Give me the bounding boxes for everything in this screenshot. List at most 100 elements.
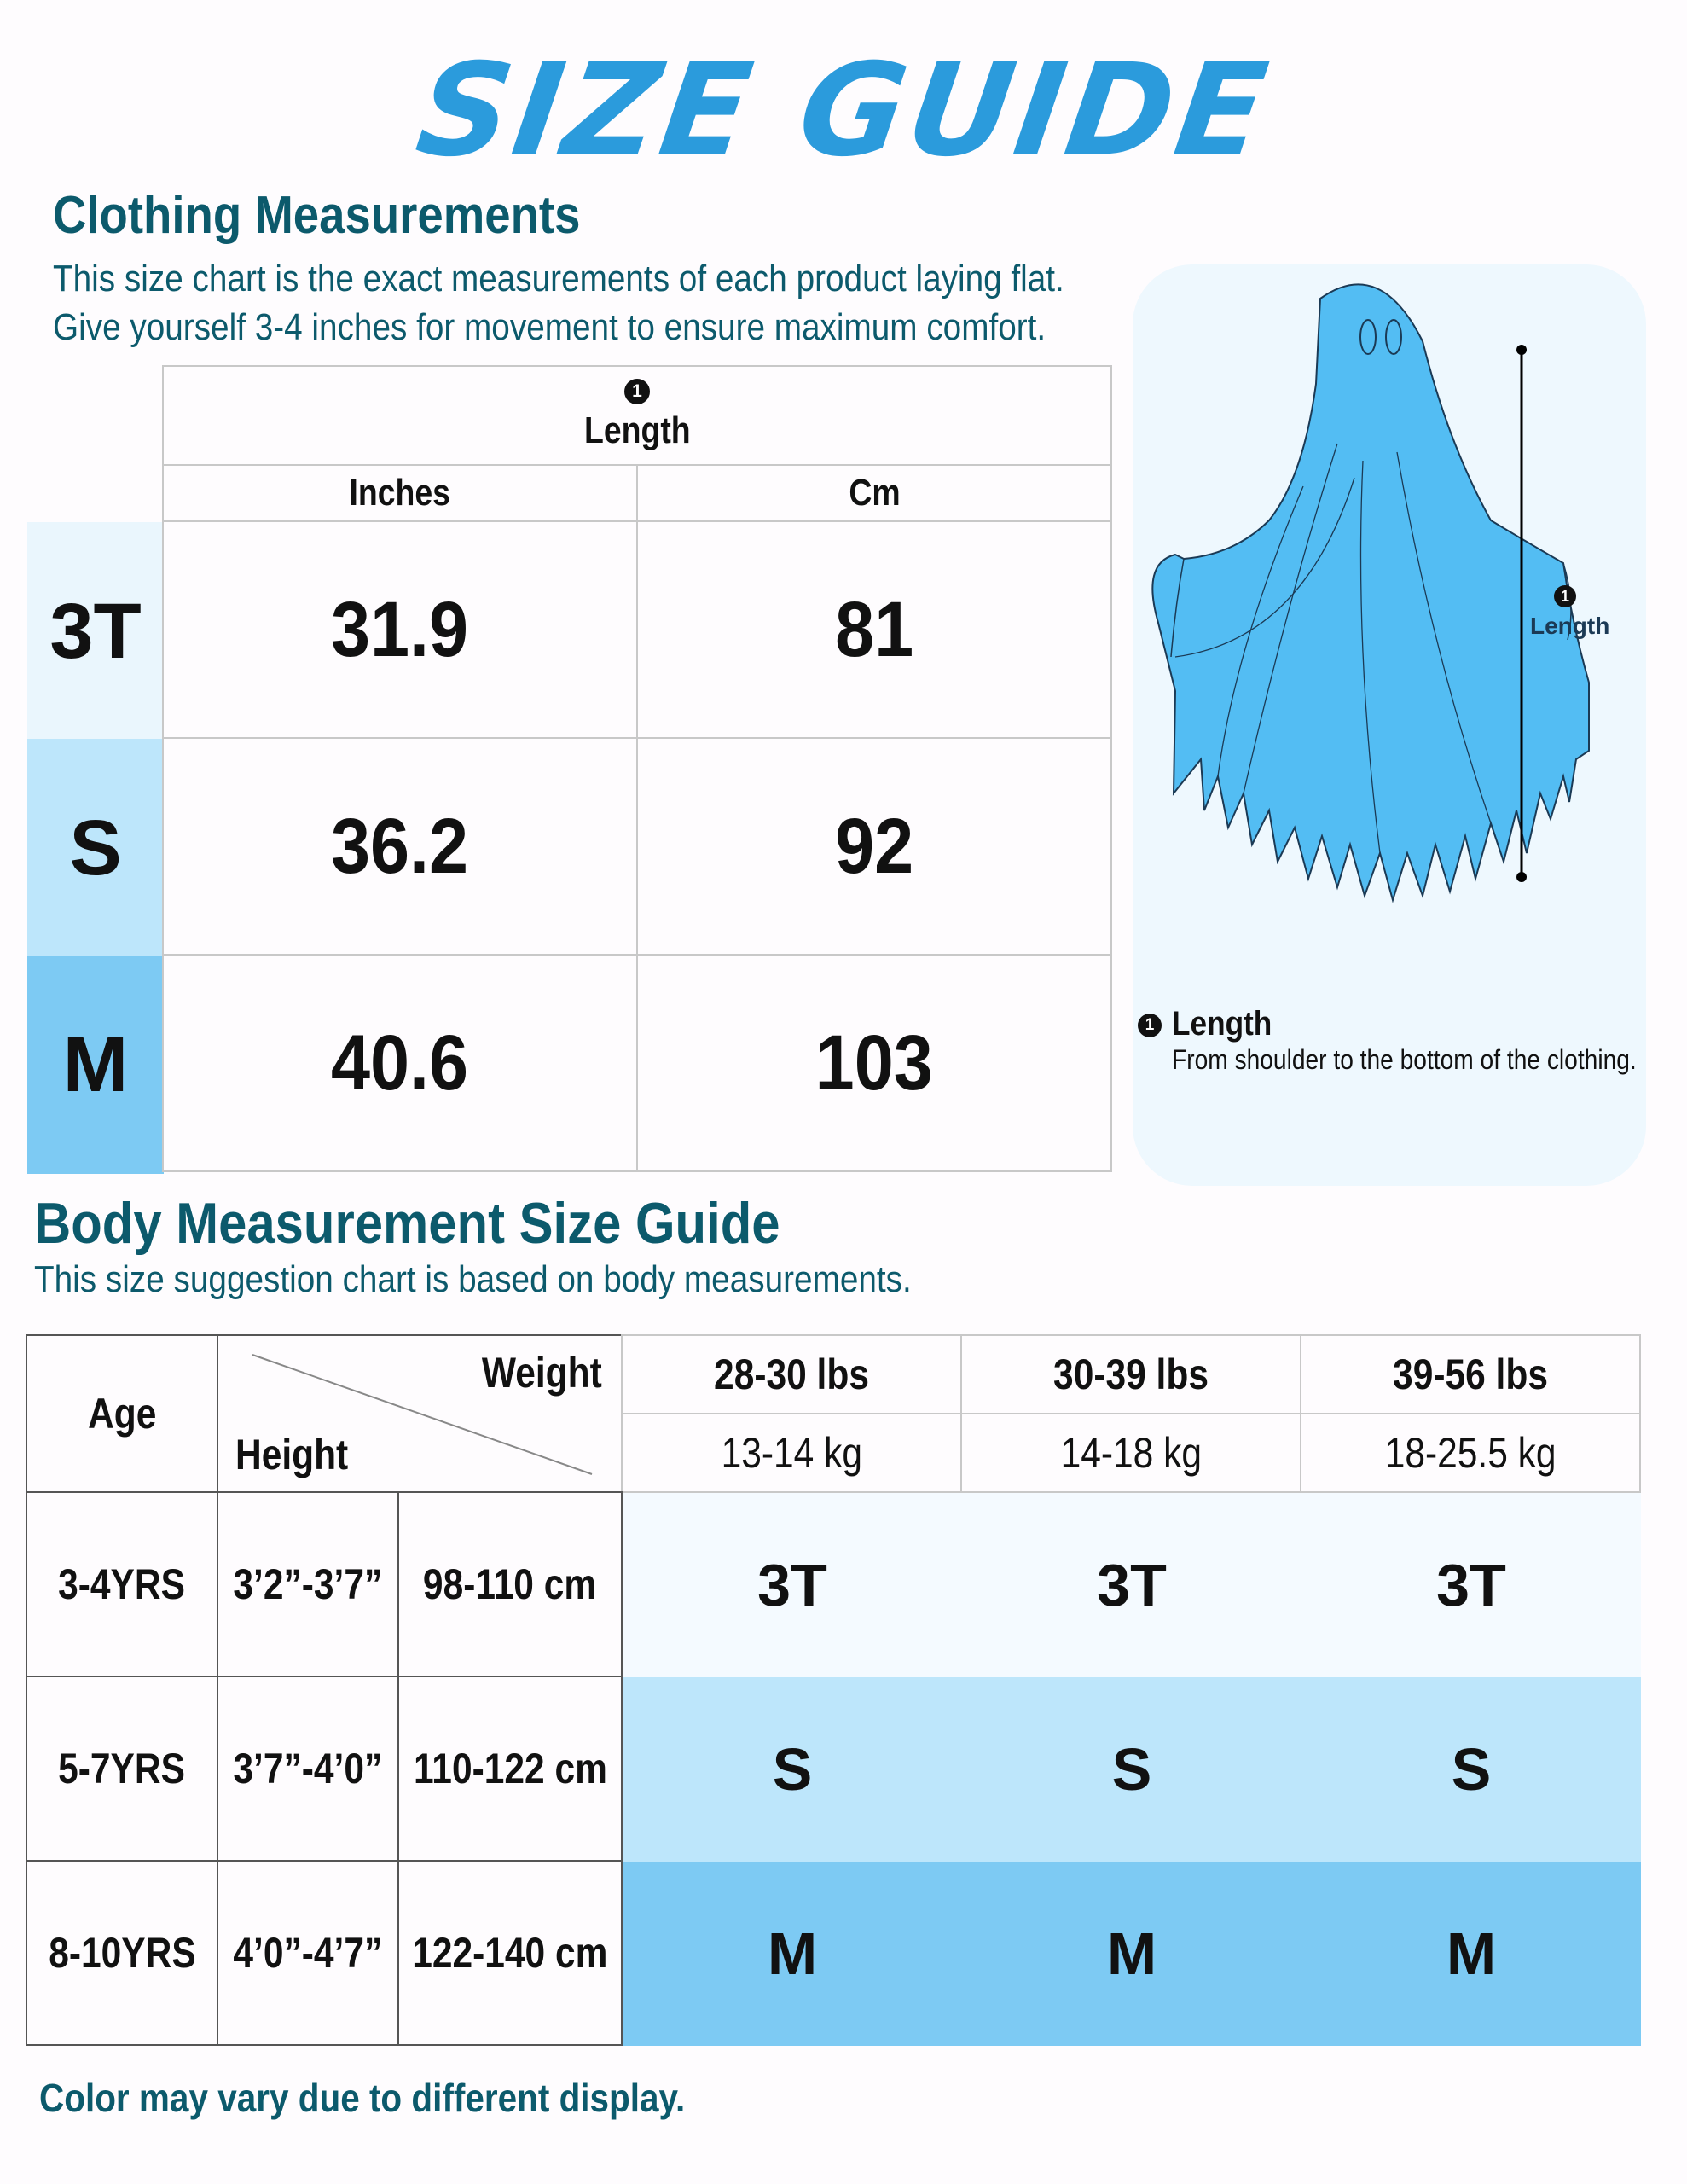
weight-lbs-header: 39-56 lbs	[1300, 1334, 1641, 1414]
length-marker-badge: 1	[624, 379, 650, 404]
legend-length-description: From shoulder to the bottom of the cloth…	[1172, 1044, 1637, 1075]
size-result-cell: S	[1301, 1677, 1641, 1862]
age-value: 5-7YRS	[58, 1745, 186, 1792]
diagram-length-marker: 1	[1554, 585, 1576, 607]
size-result: M	[1446, 1920, 1497, 1987]
weight-lbs-label: 28-30 lbs	[714, 1350, 869, 1398]
legend-marker: 1	[1138, 1014, 1162, 1037]
table-cell: 81	[636, 520, 1112, 739]
ghost-right-eye	[1385, 319, 1402, 355]
size-cell-3t: 3T	[27, 522, 164, 741]
weight-kg-header: 14-18 kg	[960, 1413, 1301, 1493]
size-result-cell: 3T	[1301, 1493, 1641, 1677]
size-result: M	[1106, 1920, 1157, 1987]
ghost-costume-illustration	[1151, 283, 1590, 903]
age-value: 8-10YRS	[48, 1929, 196, 1977]
height-cm-value: 98-110 cm	[423, 1560, 597, 1608]
legend-length-label: Length	[1172, 1005, 1272, 1043]
height-cm-cell: 110-122 cm	[397, 1676, 623, 1862]
length-inches-m: 40.6	[331, 1019, 469, 1107]
height-ft-value: 3’2”-3’7”	[233, 1560, 383, 1608]
size-label-m: M	[62, 1020, 129, 1108]
table-cell: 103	[636, 954, 1112, 1172]
age-cell: 3-4YRS	[26, 1491, 218, 1677]
height-ft-value: 4’0”-4’7”	[233, 1929, 383, 1977]
age-header: Age	[26, 1334, 218, 1493]
age-cell: 5-7YRS	[26, 1676, 218, 1862]
color-disclaimer: Color may vary due to different display.	[39, 2076, 686, 2120]
weight-kg-header: 13-14 kg	[621, 1413, 962, 1493]
clothing-description-line-2: Give yourself 3-4 inches for movement to…	[53, 306, 1046, 348]
size-result-cell: M	[1301, 1862, 1641, 2046]
table-cell: 40.6	[162, 954, 638, 1172]
diagram-length-label: Length	[1530, 613, 1610, 639]
size-result-cell: S	[962, 1677, 1301, 1862]
size-result: S	[1451, 1736, 1492, 1803]
weight-lbs-label: 30-39 lbs	[1053, 1350, 1209, 1398]
size-result: S	[772, 1736, 813, 1803]
ghost-left-eye	[1359, 319, 1377, 355]
diagram-marker-badge: 1	[1554, 585, 1576, 607]
unit-inches-header: Inches	[162, 464, 638, 522]
size-result-row	[623, 1493, 1641, 1677]
weight-lbs-header: 28-30 lbs	[621, 1334, 962, 1414]
size-result-cell: 3T	[962, 1493, 1301, 1677]
length-inches-3t: 31.9	[331, 585, 469, 673]
height-ft-value: 3’7”-4’0”	[233, 1745, 383, 1792]
age-cell: 8-10YRS	[26, 1860, 218, 2046]
length-inches-s: 36.2	[331, 802, 469, 890]
age-header-label: Age	[87, 1390, 157, 1438]
weight-lbs-label: 39-56 lbs	[1393, 1350, 1548, 1398]
size-result: S	[1111, 1736, 1152, 1803]
height-header-label: Height	[235, 1431, 349, 1478]
length-cm-3t: 81	[834, 585, 914, 673]
size-result-cell: S	[623, 1677, 962, 1862]
legend-marker-badge: 1	[1138, 1014, 1162, 1037]
table-cell: 92	[636, 737, 1112, 956]
weight-height-header: Weight Height	[217, 1334, 623, 1493]
weight-lbs-header: 30-39 lbs	[960, 1334, 1301, 1414]
body-guide-heading: Body Measurement Size Guide	[34, 1191, 780, 1256]
height-cm-cell: 98-110 cm	[397, 1491, 623, 1677]
clothing-description-line-1: This size chart is the exact measurement…	[53, 258, 1064, 299]
page-title: SIZE GUIDE	[409, 37, 1278, 185]
size-result: 3T	[1097, 1552, 1167, 1618]
size-result: 3T	[757, 1552, 827, 1618]
size-cell-m: M	[27, 956, 164, 1174]
table-cell: 36.2	[162, 737, 638, 956]
size-cell-s: S	[27, 739, 164, 957]
unit-cm-header: Cm	[636, 464, 1112, 522]
ghost-body-shape	[1151, 283, 1590, 903]
size-label-3t: 3T	[49, 587, 142, 675]
height-ft-cell: 4’0”-4’7”	[217, 1860, 399, 2046]
table-cell: 31.9	[162, 520, 638, 739]
height-cm-cell: 122-140 cm	[397, 1860, 623, 2046]
diagonal-divider	[252, 1354, 593, 1475]
age-value: 3-4YRS	[58, 1560, 186, 1608]
weight-kg-label: 14-18 kg	[1060, 1429, 1202, 1477]
clothing-heading: Clothing Measurements	[53, 186, 581, 245]
size-result: M	[767, 1920, 818, 1987]
weight-header-label: Weight	[482, 1349, 602, 1397]
unit-cm-label: Cm	[848, 472, 901, 514]
size-result: 3T	[1436, 1552, 1506, 1618]
weight-kg-label: 18-25.5 kg	[1384, 1429, 1557, 1477]
size-result-cell: 3T	[623, 1493, 962, 1677]
unit-inches-label: Inches	[349, 472, 451, 514]
size-label-s: S	[69, 804, 122, 892]
height-cm-value: 110-122 cm	[413, 1745, 607, 1792]
height-ft-cell: 3’7”-4’0”	[217, 1676, 399, 1862]
height-ft-cell: 3’2”-3’7”	[217, 1491, 399, 1677]
length-header-label: Length	[583, 410, 691, 451]
size-result-row	[623, 1677, 1641, 1862]
size-result-row	[623, 1862, 1641, 2046]
length-cm-s: 92	[834, 802, 914, 890]
length-header: 1 Length	[162, 365, 1112, 466]
height-cm-value: 122-140 cm	[412, 1929, 608, 1977]
length-cm-m: 103	[815, 1019, 934, 1107]
size-result-cell: M	[962, 1862, 1301, 2046]
weight-kg-header: 18-25.5 kg	[1300, 1413, 1641, 1493]
body-guide-description: This size suggestion chart is based on b…	[34, 1258, 912, 1300]
weight-kg-label: 13-14 kg	[721, 1429, 862, 1477]
size-result-cell: M	[623, 1862, 962, 2046]
